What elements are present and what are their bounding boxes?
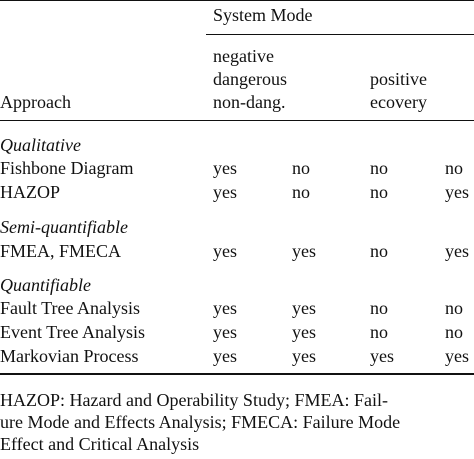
cell-event-tree-col2: yes	[292, 322, 316, 342]
cell-fault-tree-col1: yes	[213, 298, 237, 318]
header-system-mode: System Mode	[213, 5, 313, 25]
footnote-line3: Effect and Critical Analysis	[0, 434, 200, 454]
row-approach-markovian: Markovian Process	[0, 346, 139, 366]
system-mode-underline	[206, 34, 474, 35]
bottom-rule	[0, 373, 474, 375]
cell-event-tree-col4: no	[445, 322, 463, 342]
header-rule	[0, 120, 474, 121]
header-positive-line2: ecovery	[370, 92, 427, 112]
header-negative-line2: dangerous	[213, 69, 287, 89]
cell-markovian-col2: yes	[292, 346, 316, 366]
row-approach-event-tree: Event Tree Analysis	[0, 322, 146, 342]
cell-markovian-col4: yes	[445, 346, 469, 366]
row-approach-fmea: FMEA, FMECA	[0, 241, 122, 261]
row-approach-fault-tree: Fault Tree Analysis	[0, 298, 141, 318]
footnote-line2: ure Mode and Effects Analysis; FMECA: Fa…	[0, 412, 401, 432]
cell-markovian-col1: yes	[213, 346, 237, 366]
table-footnote: HAZOP: Hazard and Operability Study; FME…	[0, 389, 474, 455]
cell-fmea-col4: yes	[445, 241, 469, 261]
header-positive-line1: positive	[370, 69, 427, 89]
cell-hazop-col2: no	[292, 182, 310, 202]
header-approach: Approach	[0, 92, 71, 112]
cell-fmea-col3: no	[370, 241, 388, 261]
cell-fmea-col2: yes	[292, 241, 316, 261]
row-approach-hazop: HAZOP	[0, 182, 61, 202]
cell-fault-tree-col3: no	[370, 298, 388, 318]
cell-hazop-col4: yes	[445, 182, 469, 202]
row-approach-fishbone: Fishbone Diagram	[0, 158, 134, 178]
cell-markovian-col3: yes	[370, 346, 394, 366]
cell-fishbone-col2: no	[292, 158, 310, 178]
cell-hazop-col3: no	[370, 182, 388, 202]
cell-fault-tree-col4: no	[445, 298, 463, 318]
group-label-semi-quantifiable: Semi-quantifiable	[0, 217, 128, 237]
cell-event-tree-col1: yes	[213, 322, 237, 342]
footnote-line1: HAZOP: Hazard and Operability Study; FME…	[0, 390, 388, 410]
top-rule	[0, 0, 474, 1]
cell-event-tree-col3: no	[370, 322, 388, 342]
cell-fmea-col1: yes	[213, 241, 237, 261]
header-negative-line1: negative	[213, 46, 274, 66]
group-label-quantifiable: Quantifiable	[0, 275, 91, 295]
cell-hazop-col1: yes	[213, 182, 237, 202]
cell-fishbone-col4: no	[445, 158, 463, 178]
cell-fishbone-col1: yes	[213, 158, 237, 178]
cell-fishbone-col3: no	[370, 158, 388, 178]
cell-fault-tree-col2: yes	[292, 298, 316, 318]
group-label-qualitative: Qualitative	[0, 135, 81, 155]
header-negative-line3: non-dang.	[213, 92, 286, 112]
